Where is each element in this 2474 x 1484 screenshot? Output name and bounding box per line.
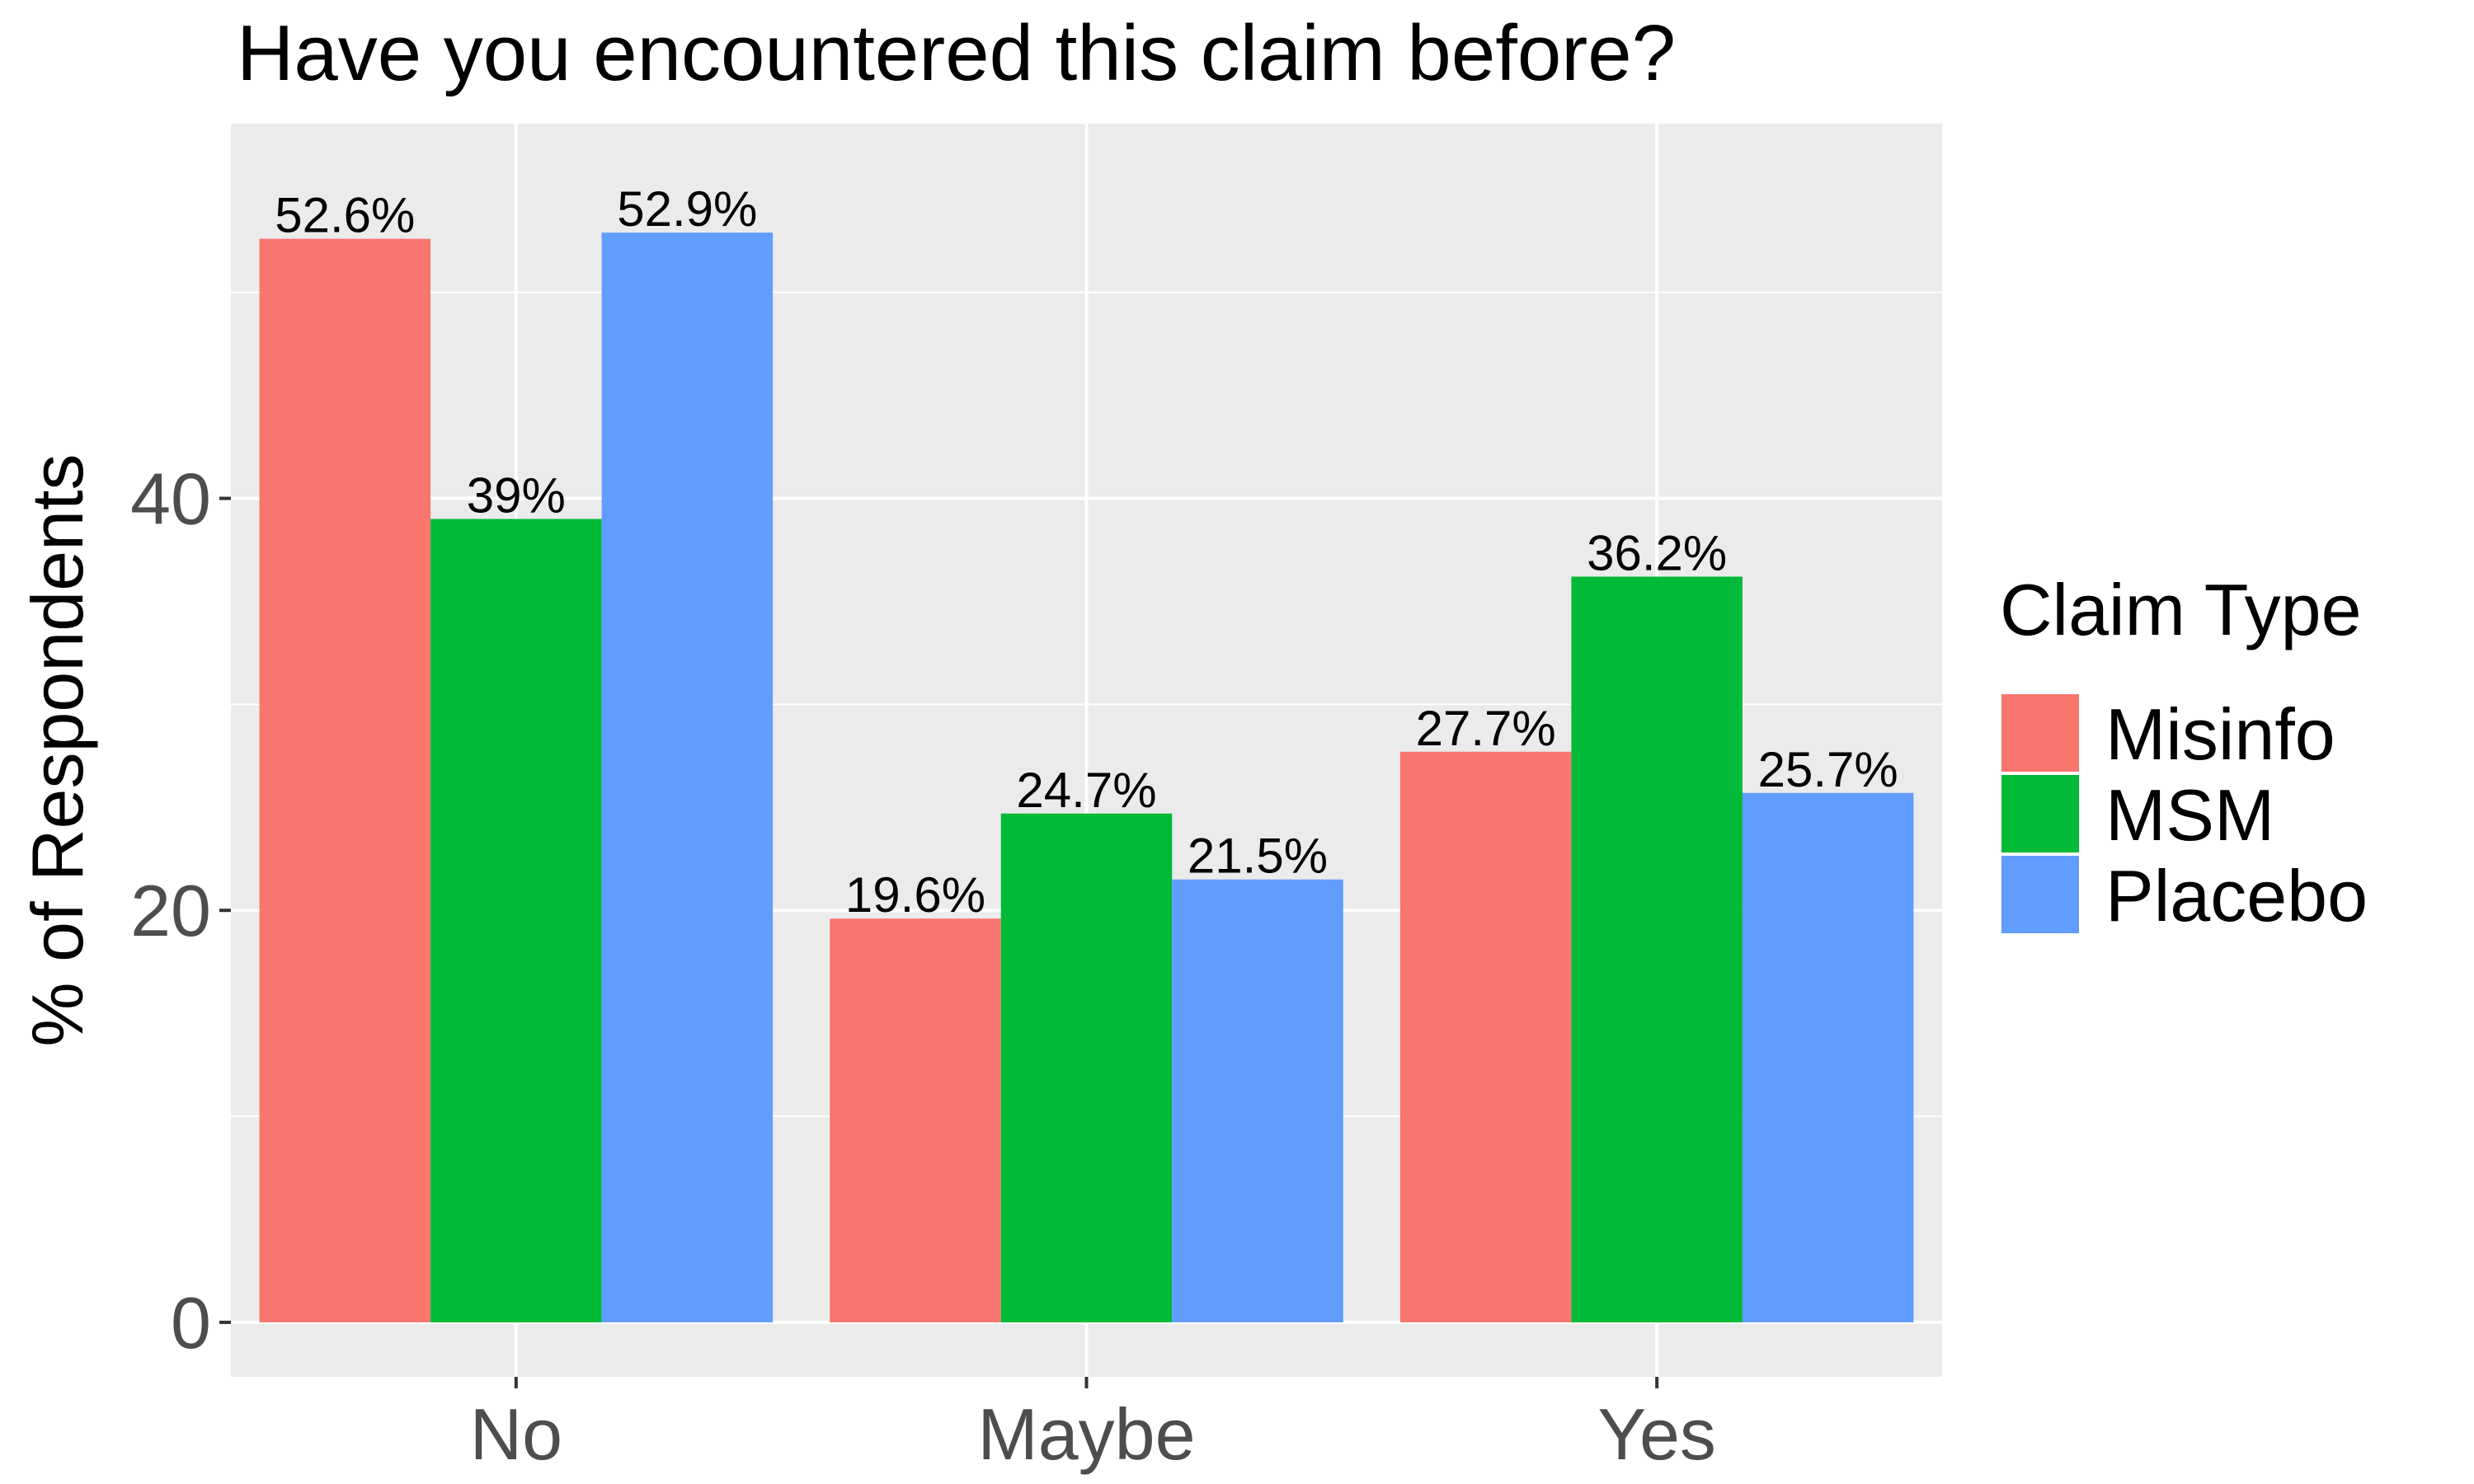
legend-key-msm [1998,772,2082,856]
y-axis-title: % of Respondents [16,453,98,1046]
bar-misinfo-no [259,238,431,1322]
chart-title: Have you encountered this claim before? [237,9,1676,97]
legend-label: Misinfo [2105,693,2335,775]
data-label: 52.6% [275,188,415,243]
data-label: 27.7% [1416,701,1556,756]
data-label: 19.6% [845,867,985,923]
bar-misinfo-maybe [830,918,1001,1322]
x-tick-label: Yes [1597,1393,1716,1475]
x-tick-label: Maybe [977,1393,1195,1475]
legend-key-placebo [1998,852,2082,937]
bar-msm-maybe [1000,813,1173,1322]
legend-label: MSM [2105,774,2274,856]
y-tick-label: 20 [130,870,211,951]
bar-misinfo-yes [1399,751,1572,1322]
legend-label: Placebo [2105,855,2368,937]
bar-placebo-yes [1742,792,1914,1322]
data-label: 25.7% [1758,742,1898,797]
bars-layer [259,232,1914,1322]
data-label: 21.5% [1188,829,1328,884]
bar-msm-yes [1571,576,1743,1322]
legend-key-misinfo [1998,691,2082,775]
data-label: 39% [467,467,566,523]
bar-placebo-no [601,232,774,1322]
data-labels-layer: 52.6% 39% 52.9% 19.6% 24.7% 21.5% 27.7% 36.2% 25… [275,181,1898,923]
data-label: 36.2% [1587,525,1727,580]
y-axis: 0 20 40 [130,458,231,1364]
legend-title: Claim Type [2000,569,2362,650]
bar-msm-no [430,519,602,1322]
y-tick-label: 0 [171,1282,211,1364]
data-label: 52.9% [617,181,757,237]
x-tick-label: No [470,1393,563,1475]
x-axis: No Maybe Yes [470,1377,1716,1475]
bar-placebo-maybe [1172,879,1343,1322]
y-tick-label: 40 [130,458,211,539]
data-label: 24.7% [1016,763,1156,818]
